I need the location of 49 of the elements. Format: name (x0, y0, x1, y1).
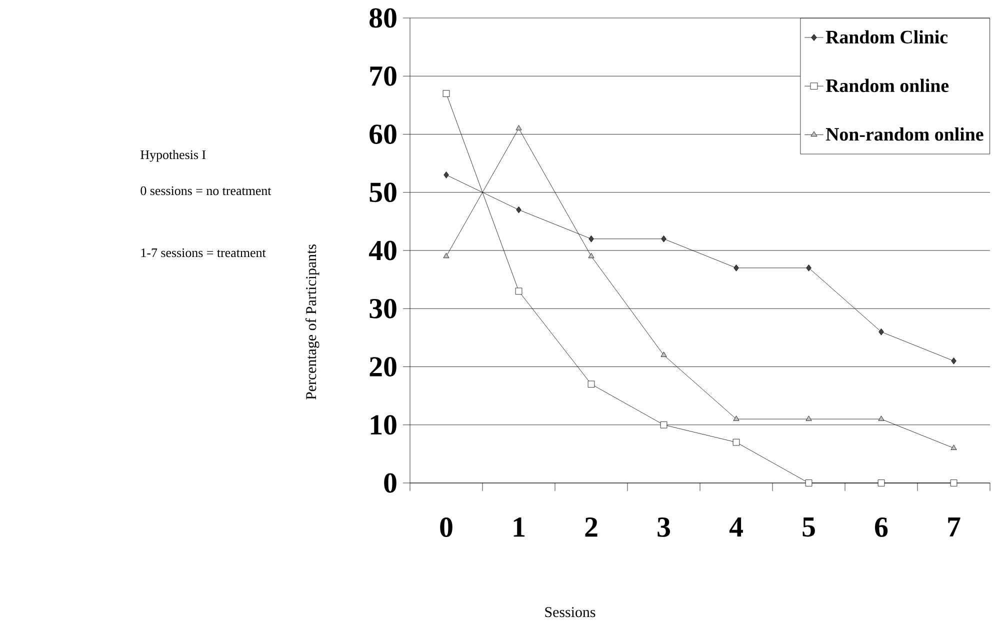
point (950, 444, 957, 450)
x-tick-label: 5 (802, 518, 815, 537)
point (660, 421, 668, 428)
point (734, 264, 739, 272)
y-tick-label: 10 (370, 415, 396, 435)
point (878, 416, 884, 421)
point (588, 235, 594, 242)
point (443, 252, 450, 258)
point (951, 358, 956, 364)
point (806, 264, 812, 272)
point (588, 252, 594, 258)
y-tick-label: 70 (370, 66, 396, 86)
point (442, 90, 450, 97)
y-tick-label: 0 (384, 473, 396, 493)
x-tick-label: 3 (658, 518, 670, 537)
point (806, 416, 812, 421)
point (516, 206, 522, 214)
point (444, 172, 449, 178)
text: Hypothesis I (140, 150, 206, 162)
x-tick-label: 7 (948, 518, 960, 536)
legend-label: Random online (826, 78, 949, 92)
point (878, 328, 884, 336)
legend-label: Random Clinic (826, 30, 948, 44)
y-tick-label: 40 (368, 240, 396, 260)
y-tick-label: 30 (370, 298, 396, 318)
point (878, 480, 885, 486)
point (732, 438, 740, 446)
y-axis-title: Percentage of Participants (305, 244, 320, 400)
x-tick-label: 6 (875, 518, 888, 537)
x-axis-title: Sessions (545, 607, 596, 618)
y-tick-label: 20 (370, 356, 396, 376)
x-tick-label: 0 (440, 518, 452, 537)
point (950, 480, 958, 486)
point (805, 480, 812, 486)
legend-label: Non-random online (826, 127, 984, 141)
text: 1-7 sessions = treatment (141, 248, 266, 258)
y-tick-label: 50 (370, 182, 396, 202)
point (588, 380, 595, 388)
x-tick-label: 1 (514, 518, 524, 537)
point (661, 235, 666, 242)
point (660, 352, 667, 357)
x-tick-label: 2 (585, 518, 598, 537)
point (733, 416, 740, 421)
y-tick-label: 60 (370, 124, 396, 144)
point (515, 288, 522, 295)
text: 0 sessions = no treatment (140, 186, 272, 196)
y-tick-label: 80 (370, 8, 396, 28)
x-tick-label: 4 (729, 518, 743, 537)
point (516, 125, 522, 130)
